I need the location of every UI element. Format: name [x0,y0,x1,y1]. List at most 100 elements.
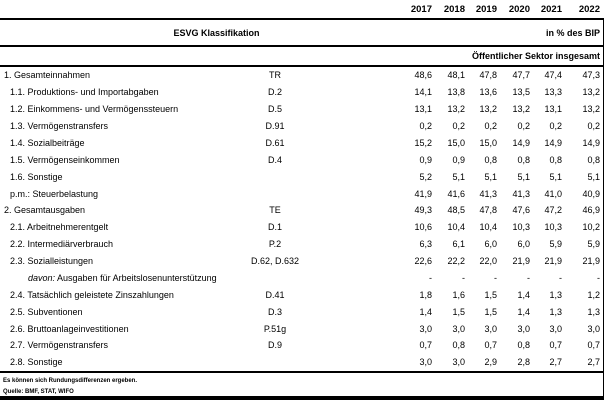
value-cell: 46,9 [582,205,600,216]
value-cell: - [462,272,465,283]
value-cell: 21,9 [544,256,562,267]
value-cell: 48,6 [414,70,432,81]
row-code: D.3 [267,306,282,317]
value-cell: 13,2 [479,104,497,115]
row-label-text: 2.6. Bruttoanlageinvestitionen [10,323,129,334]
value-cell: 49,3 [414,205,432,216]
value-cell: 10,4 [447,222,465,233]
value-cell: 0,7 [484,340,497,351]
row-label: 2.8. Sonstige [0,357,240,367]
value-cell: 3,0 [419,323,432,334]
row-label-text: 2.3. Sozialleistungen [10,256,94,267]
value-cell: 5,1 [452,171,465,182]
row-code: TE [269,205,281,216]
table-row: 2. Gesamtausgaben TE 49,3 48,5 47,8 47,6 47,2 4… [0,202,604,219]
row-code: D.4 [267,154,282,165]
year-header: 2021 [540,3,562,15]
value-cell: 0,2 [587,121,600,132]
value-cell: 1,6 [452,289,465,300]
value-cell: 47,4 [544,70,562,81]
value-cell: 13,2 [582,104,600,115]
value-cell: 0,8 [452,340,465,351]
value-cell: 14,9 [544,137,562,148]
value-cell: 47,8 [479,70,497,81]
value-cell: 47,3 [582,70,600,81]
year-header: 2022 [578,3,600,15]
value-cell: 1,4 [419,306,432,317]
value-cell: 21,9 [582,256,600,267]
value-cell: - [527,272,530,283]
value-cell: 3,0 [452,323,465,334]
value-cell: 0,7 [549,340,562,351]
row-code: D.5 [267,104,282,115]
row-code: D.9 [267,340,282,351]
row-label-text: 2. Gesamtausgaben [4,205,86,216]
row-label-text: 1.5. Vermögenseinkommen [10,154,120,165]
value-cell: 40,9 [582,188,600,199]
table-row: 2.4. Tatsächlich geleistete Zinszahlunge… [0,286,604,303]
value-cell: 0,8 [549,154,562,165]
value-cell: 10,3 [512,222,530,233]
row-label-text: 1.2. Einkommens- und Vermögenssteuern [10,104,179,115]
value-cell: 0,2 [452,121,465,132]
row-label-text: 2.7. Vermögenstransfers [10,340,109,351]
value-cell: 6,1 [452,239,465,250]
row-label-text: 1.6. Sonstige [10,171,63,182]
value-cell: 10,6 [414,222,432,233]
value-cell: 0,2 [419,121,432,132]
value-cell: 21,9 [512,256,530,267]
value-cell: 13,1 [544,104,562,115]
row-label: 2.5. Subventionen [0,307,240,317]
sector-header-row: Öffentlicher Sektor insgesamt [0,47,604,67]
value-cell: 47,2 [544,205,562,216]
value-cell: 1,5 [484,306,497,317]
row-label: 2.7. Vermögenstransfers [0,340,240,350]
value-cell: 2,7 [549,357,562,368]
table-row: 2.5. Subventionen D.3 1,4 1,5 1,5 1,4 1,3 1,3 [0,303,604,320]
row-label: davon: Ausgaben für Arbeitslosenunterstü… [0,273,240,283]
table-row: 2.6. Bruttoanlageinvestitionen P.51g 3,0 3,… [0,320,604,337]
year-header: 2020 [508,3,530,15]
table-row: 1.1. Produktions- und Importabgaben D.2 14… [0,84,604,101]
row-label: 2.4. Tatsächlich geleistete Zinszahlunge… [0,290,240,300]
table-row: 1.3. Vermögenstransfers D.91 0,2 0,2 0,2 0,2 0… [0,118,604,135]
row-code: P.51g [263,323,287,334]
value-cell: 0,2 [484,121,497,132]
row-code: P.2 [268,239,282,250]
row-label: 2.6. Bruttoanlageinvestitionen [0,324,240,334]
row-label-text: 2.1. Arbeitnehmerentgelt [10,222,109,233]
value-cell: 3,0 [419,357,432,368]
value-cell: 0,2 [549,121,562,132]
table-body: 1. Gesamteinnahmen TR 48,6 48,1 47,8 47,7 47,4… [0,67,604,371]
bottom-border [0,396,604,400]
value-cell: 3,0 [587,323,600,334]
value-cell: 13,1 [414,104,432,115]
value-cell: 1,4 [517,289,530,300]
row-label-text: 1.4. Sozialbeiträge [10,137,85,148]
row-label-text: 1.3. Vermögenstransfers [10,121,109,132]
value-cell: 5,2 [419,171,432,182]
value-cell: 15,0 [447,137,465,148]
unit-header: in % des BIP [545,27,600,38]
table-row: 2.3. Sozialleistungen D.62, D.632 22,6 22,2… [0,253,604,270]
row-label: 2. Gesamtausgaben [0,205,240,215]
value-cell: 1,8 [419,289,432,300]
row-label-text: 2.8. Sonstige [10,357,63,368]
table-row: 1.4. Sozialbeiträge D.61 15,2 15,0 15,0 14,9 1… [0,135,604,152]
row-label: 1.5. Vermögenseinkommen [0,155,240,165]
value-cell: 0,8 [484,154,497,165]
value-cell: 1,5 [452,306,465,317]
row-code: TR [269,70,281,81]
value-cell: - [559,272,562,283]
value-cell: - [494,272,497,283]
year-header: 2017 [410,3,432,15]
row-code: D.1 [267,222,282,233]
footnote-source: Quelle: BMF, STAT, WIFO [3,388,74,395]
value-cell: 47,8 [479,205,497,216]
row-label-text: 1.1. Produktions- und Importabgaben [10,87,159,98]
row-label-prefix: davon: [28,272,56,283]
value-cell: 10,2 [582,222,600,233]
value-cell: 5,1 [484,171,497,182]
value-cell: 0,8 [587,154,600,165]
